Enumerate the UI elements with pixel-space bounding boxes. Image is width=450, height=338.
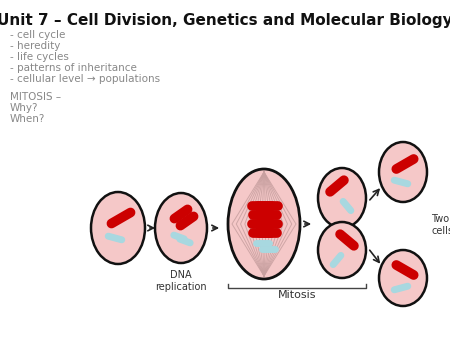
Text: - patterns of inheritance: - patterns of inheritance <box>10 63 137 73</box>
Ellipse shape <box>155 193 207 263</box>
Text: DNA
replication: DNA replication <box>155 270 207 292</box>
Text: Unit 7 – Cell Division, Genetics and Molecular Biology: Unit 7 – Cell Division, Genetics and Mol… <box>0 13 450 28</box>
Ellipse shape <box>318 168 366 228</box>
Text: - life cycles: - life cycles <box>10 52 69 62</box>
Text: MITOSIS –: MITOSIS – <box>10 92 61 102</box>
Text: Mitosis: Mitosis <box>278 290 316 300</box>
Ellipse shape <box>91 192 145 264</box>
Text: Two diploid
cells: Two diploid cells <box>431 214 450 236</box>
Text: - heredity: - heredity <box>10 41 60 51</box>
Text: - cellular level → populations: - cellular level → populations <box>10 74 160 84</box>
Ellipse shape <box>318 222 366 278</box>
Ellipse shape <box>379 250 427 306</box>
Text: When?: When? <box>10 114 45 124</box>
Text: Why?: Why? <box>10 103 39 113</box>
Text: - cell cycle: - cell cycle <box>10 30 65 40</box>
Ellipse shape <box>379 142 427 202</box>
Ellipse shape <box>228 169 300 279</box>
